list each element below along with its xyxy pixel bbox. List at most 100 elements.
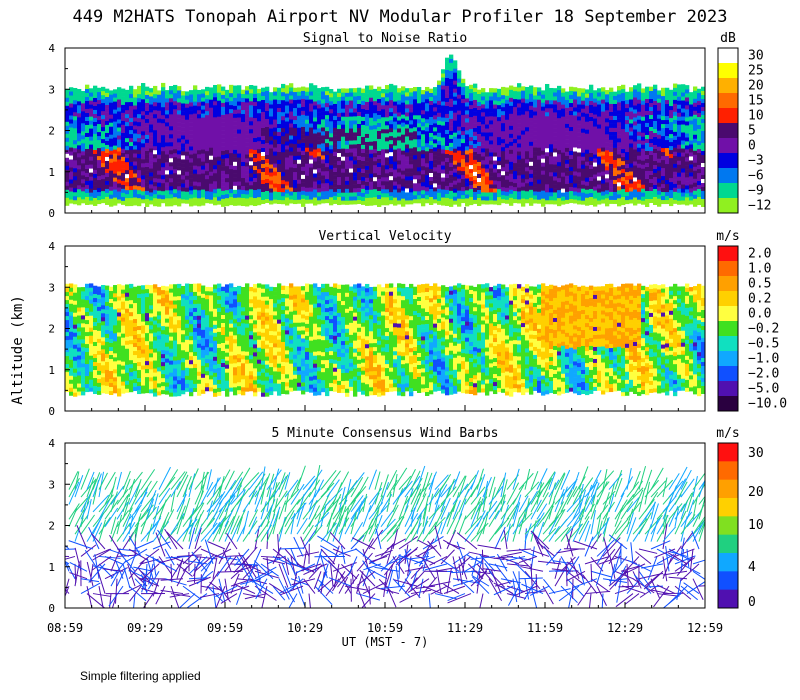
snr-cell <box>625 179 630 185</box>
snr-cell <box>325 154 330 160</box>
velocity-cell <box>73 328 78 333</box>
snr-cell <box>689 92 694 97</box>
snr-cell <box>673 127 678 132</box>
snr-cell <box>557 157 562 163</box>
snr-cell <box>149 180 154 185</box>
snr-cell <box>385 149 390 154</box>
snr-cell <box>113 145 118 150</box>
snr-cell <box>537 179 542 184</box>
snr-cell <box>113 137 118 142</box>
snr-cell <box>697 176 702 182</box>
snr-cell <box>561 100 566 105</box>
snr-cell <box>93 149 98 154</box>
snr-cell <box>85 180 90 185</box>
snr-cell <box>381 120 386 126</box>
snr-cell <box>597 88 602 93</box>
snr-cell <box>357 115 362 120</box>
snr-cell <box>509 161 514 166</box>
snr-cell <box>365 137 370 142</box>
snr-cell <box>321 195 326 200</box>
snr-cell <box>457 110 462 115</box>
snr-cell <box>149 124 154 129</box>
snr-cell <box>433 151 438 156</box>
snr-cell <box>141 111 146 116</box>
snr-cell <box>353 96 358 101</box>
snr-cell <box>433 99 438 104</box>
snr-cell <box>501 186 506 192</box>
snr-cell <box>657 186 662 191</box>
snr-cell <box>645 114 650 119</box>
snr-cell <box>97 139 102 145</box>
snr-cell <box>421 149 426 155</box>
snr-cell <box>445 189 450 194</box>
snr-cell <box>461 110 466 116</box>
snr-cell <box>501 130 506 136</box>
snr-cell <box>257 144 262 150</box>
snr-cell <box>345 120 350 125</box>
snr-cell <box>449 190 454 195</box>
snr-cell <box>357 147 362 152</box>
snr-cell <box>205 118 210 124</box>
snr-cell <box>577 168 582 173</box>
snr-cell <box>229 192 234 198</box>
snr-cell <box>701 166 705 172</box>
snr-cell <box>357 95 362 100</box>
snr-cell <box>385 129 390 134</box>
snr-cell <box>657 150 662 155</box>
snr-cell <box>533 119 538 124</box>
snr-cell <box>409 156 414 161</box>
snr-cell <box>341 180 346 185</box>
snr-cell <box>261 95 266 100</box>
snr-cell <box>541 158 546 163</box>
snr-cell <box>361 108 366 113</box>
snr-cell <box>145 118 150 123</box>
snr-cell <box>397 168 402 173</box>
snr-cell <box>421 185 426 191</box>
snr-cell <box>577 124 582 129</box>
snr-cell <box>325 106 330 112</box>
snr-cell <box>81 111 86 116</box>
snr-cell <box>93 133 98 138</box>
snr-cell <box>597 156 602 161</box>
snr-cell <box>173 116 178 122</box>
snr-cell <box>337 200 342 206</box>
snr-cell <box>337 164 342 170</box>
snr-cell <box>481 136 486 141</box>
snr-cell <box>437 172 442 177</box>
snr-cell <box>437 144 442 149</box>
snr-cell <box>645 174 650 179</box>
snr-cell <box>241 201 246 207</box>
snr-cell <box>601 91 606 96</box>
snr-cell <box>701 118 705 124</box>
snr-cell <box>497 120 502 126</box>
snr-cell <box>101 90 106 96</box>
snr-cell <box>213 120 218 126</box>
snr-cell <box>697 104 702 110</box>
snr-cell <box>221 190 226 195</box>
snr-cell <box>149 160 154 165</box>
snr-cell <box>497 148 502 154</box>
snr-cell <box>677 100 682 105</box>
snr-cell <box>365 113 370 118</box>
snr-cell <box>437 128 442 133</box>
snr-cell <box>425 134 430 140</box>
snr-cell <box>253 181 258 187</box>
snr-cell <box>397 96 402 101</box>
snr-cell <box>581 160 586 165</box>
snr-cell <box>273 167 278 172</box>
snr-cell <box>417 167 422 172</box>
snr-cell <box>449 78 454 83</box>
snr-cell <box>477 97 482 102</box>
snr-cell <box>317 152 322 157</box>
snr-cell <box>433 199 438 204</box>
snr-cell <box>101 170 106 176</box>
snr-cell <box>481 192 486 197</box>
velocity-cell <box>73 344 78 349</box>
snr-cell <box>697 200 702 206</box>
snr-cell <box>289 123 294 128</box>
snr-cell <box>177 102 182 107</box>
snr-cell <box>381 168 386 174</box>
snr-cell <box>325 114 330 120</box>
snr-cell <box>153 101 158 107</box>
snr-cell <box>545 143 550 149</box>
